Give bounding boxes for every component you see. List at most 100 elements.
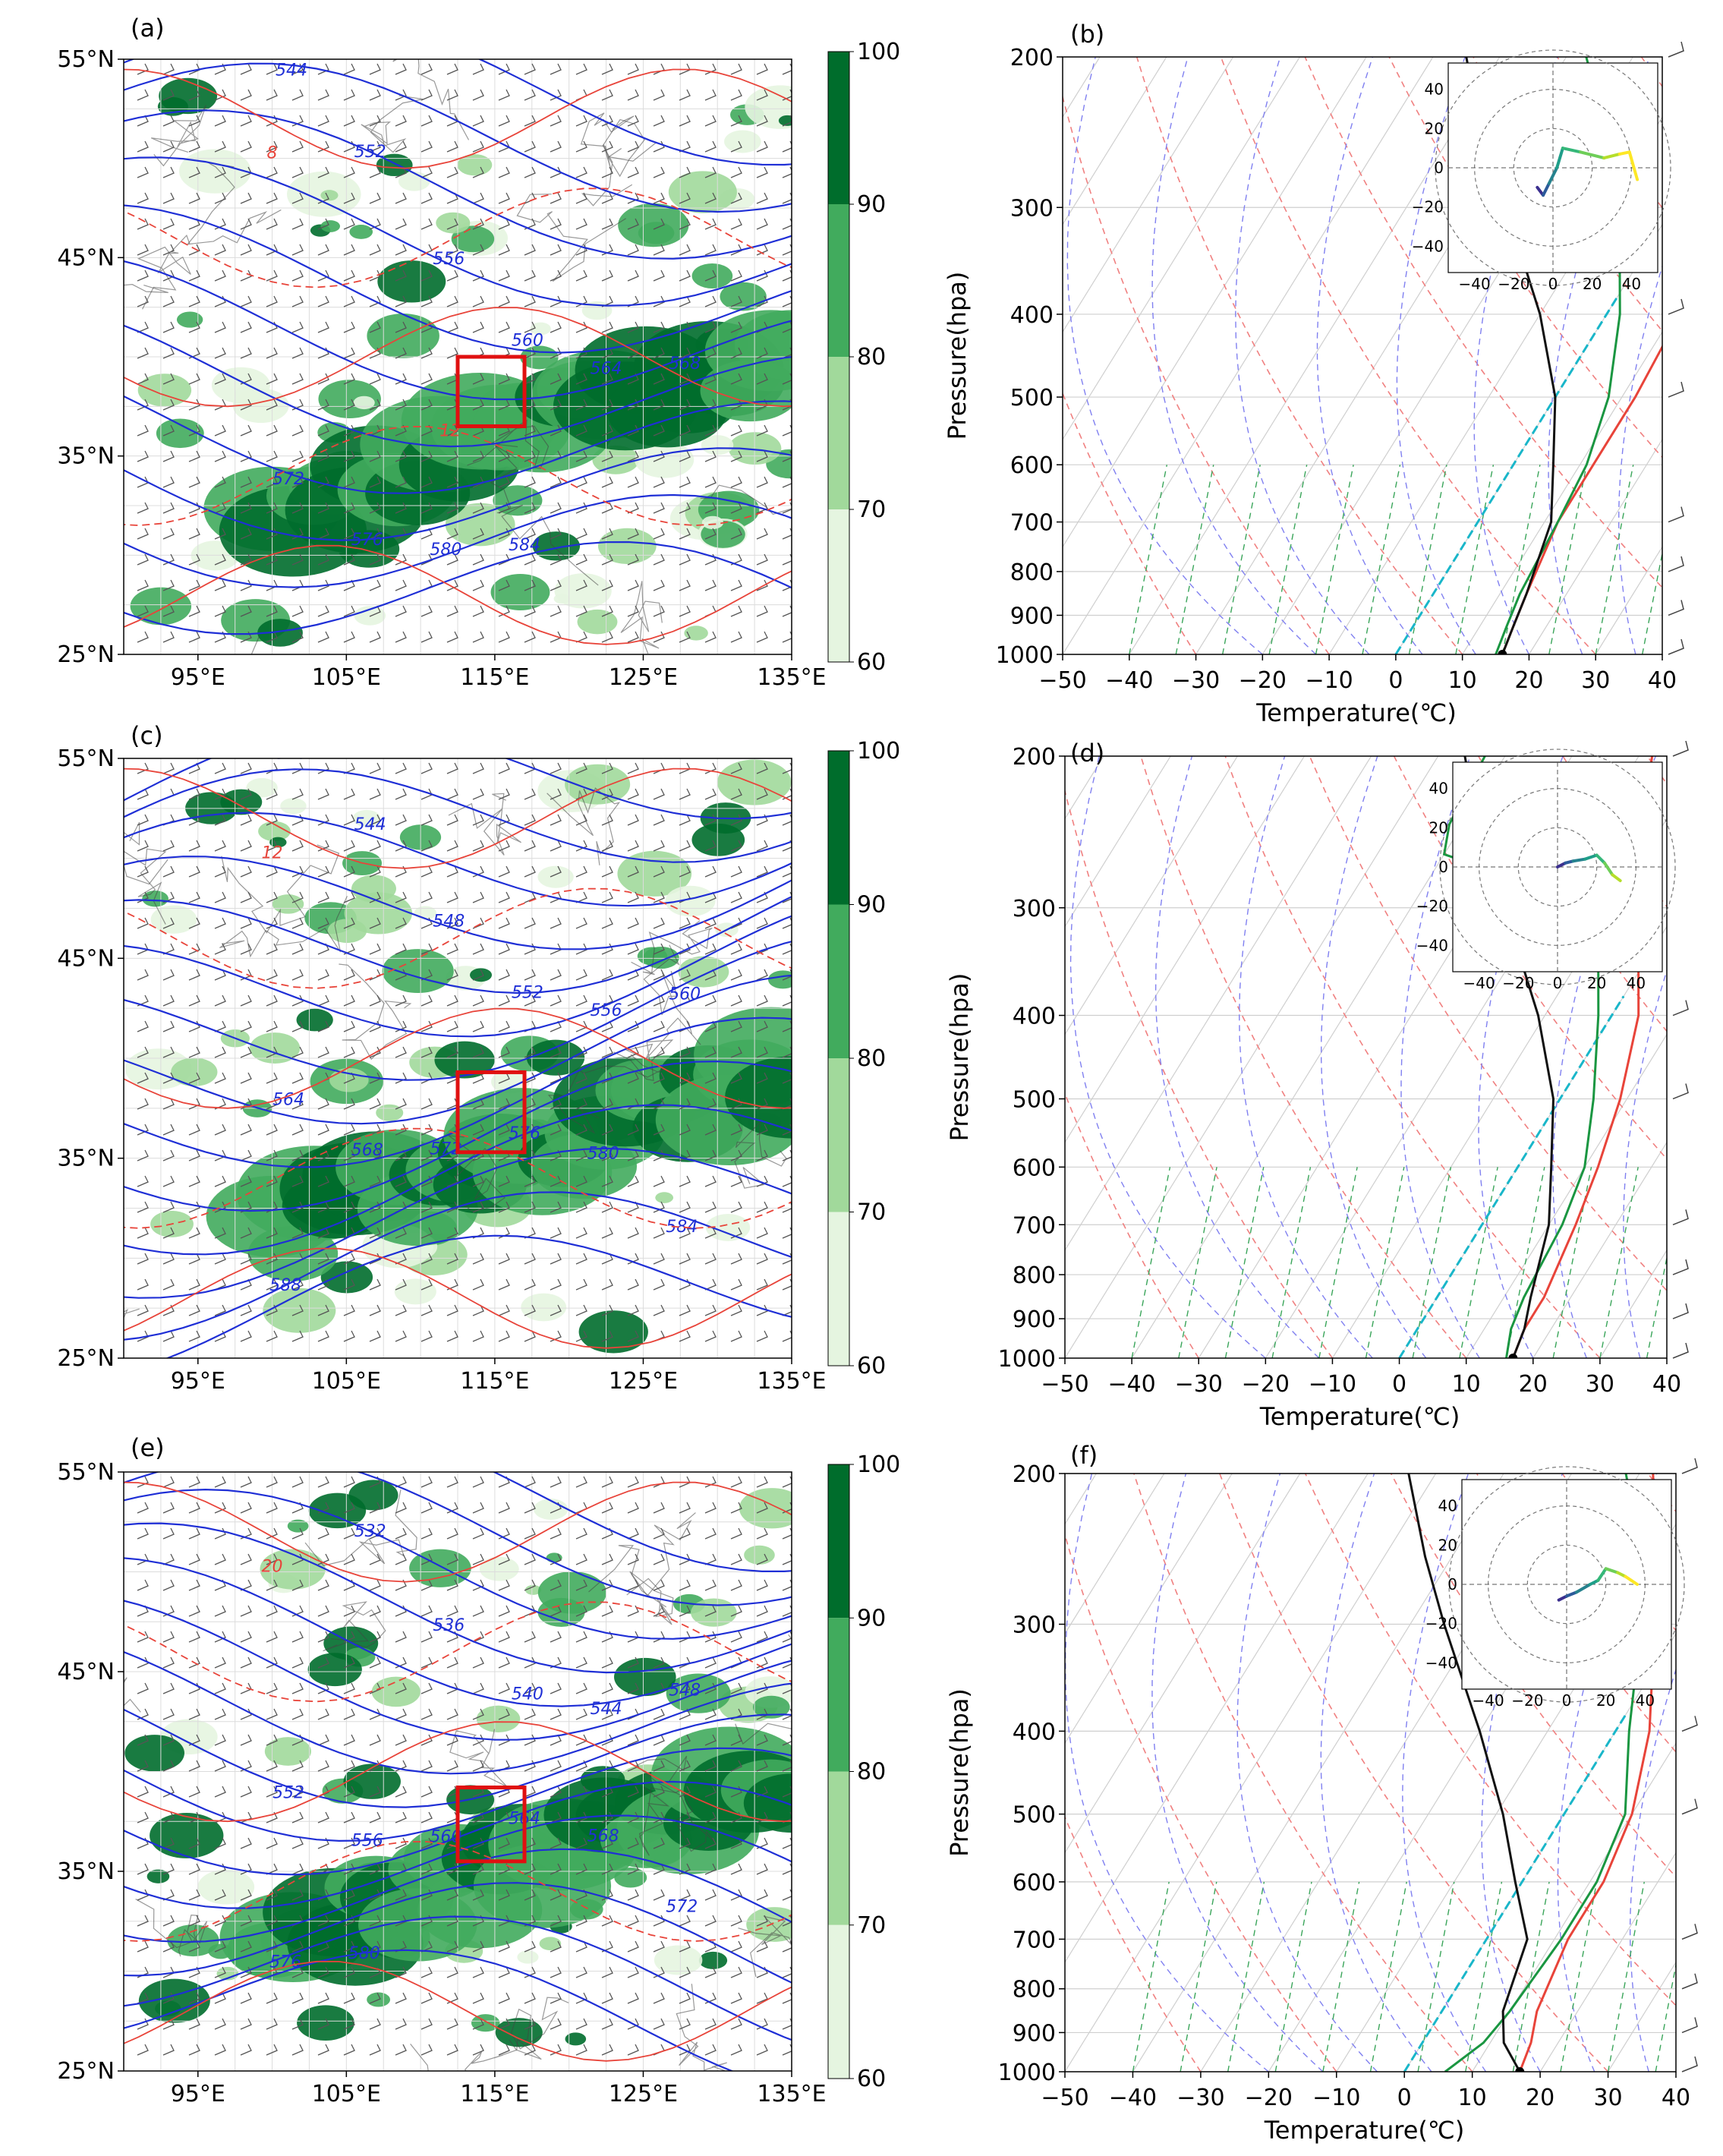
wind-barb <box>601 347 613 359</box>
wind-barb <box>756 840 768 852</box>
wind-barb <box>472 218 484 230</box>
wind-barb <box>679 1124 691 1136</box>
y-tick-label: 55°N <box>57 1459 115 1486</box>
wind-barb <box>240 1708 252 1720</box>
wind-barb <box>446 891 458 903</box>
wind-barb <box>524 321 536 333</box>
wind-barb <box>369 140 381 153</box>
wind-barb <box>653 943 665 955</box>
moist-adiabat <box>1617 264 1662 654</box>
wind-barb <box>162 528 175 540</box>
wind-barb <box>550 1734 562 1746</box>
wind-barb <box>756 166 768 178</box>
wind-barb <box>498 917 510 929</box>
hodograph-y-tick-label: 40 <box>1429 780 1448 798</box>
wind-barb <box>730 1072 742 1084</box>
moist-adiabat <box>1151 57 1317 654</box>
wind-barb <box>446 1201 458 1213</box>
wind-barb <box>343 917 355 929</box>
wind-barb <box>472 1631 484 1643</box>
wind-barb <box>679 450 691 462</box>
wind-barb <box>266 528 278 540</box>
wind-barb <box>704 891 717 903</box>
wind-barb <box>472 1020 484 1032</box>
wind-barb <box>240 476 252 488</box>
x-tick-label: −10 <box>1305 667 1353 694</box>
wind-barb <box>162 1656 175 1669</box>
wind-barb <box>446 424 458 437</box>
wind-barb <box>214 1966 226 1978</box>
wind-barb <box>730 115 742 127</box>
wind-barb <box>730 891 742 903</box>
wind-barb <box>446 1656 458 1669</box>
wind-barb <box>653 244 665 256</box>
y-tick-label: 900 <box>1013 2020 1056 2047</box>
wind-barb <box>317 115 329 127</box>
x-tick-label: 135°E <box>757 2081 826 2107</box>
wind-barb <box>266 63 278 75</box>
wind-barb <box>756 528 768 540</box>
isotherm <box>1472 1742 1676 2072</box>
wind-barb <box>266 2044 278 2056</box>
map-frame <box>123 758 792 1359</box>
hodograph-segment <box>1602 152 1621 160</box>
wind-barb <box>472 502 484 514</box>
wind-barb <box>266 891 278 903</box>
wind-barb <box>575 218 587 230</box>
wind-barb <box>575 424 587 437</box>
isotherm <box>1675 2070 1676 2072</box>
hodograph-y-tick-label: −40 <box>1416 936 1448 954</box>
wind-barb <box>550 1579 562 1591</box>
wind-barb <box>524 1579 536 1591</box>
boundary-line <box>137 234 191 310</box>
wind-barb <box>627 1330 639 1342</box>
wind-barb <box>240 1072 252 1084</box>
wind-barb <box>704 244 717 256</box>
wind-barb <box>627 788 639 800</box>
hodograph-segment <box>1574 1583 1592 1594</box>
wind-barb <box>188 1098 200 1110</box>
wind-barb <box>214 553 226 566</box>
wind-barb <box>704 1760 717 1772</box>
wind-barb <box>472 579 484 591</box>
wind-barb <box>704 424 717 437</box>
height-contour <box>124 1472 792 1606</box>
wind-barb <box>472 1656 484 1669</box>
wind-barb <box>395 192 407 204</box>
wind-barb <box>369 1253 381 1265</box>
wind-barb <box>704 1527 717 1540</box>
wind-barb <box>601 1605 613 1617</box>
wind-barb <box>524 631 536 643</box>
wind-barb <box>730 762 742 774</box>
temperature-contour <box>124 1960 792 2062</box>
x-tick-label: 30 <box>1586 1371 1614 1398</box>
wind-barb <box>343 528 355 540</box>
skewt-frame <box>1062 56 1663 655</box>
wind-barb <box>756 476 768 488</box>
wind-barb <box>601 218 613 230</box>
rh-shade <box>327 919 367 944</box>
mixing-ratio-line <box>1221 465 1261 654</box>
wind-barb <box>421 840 433 852</box>
wind-barb <box>679 1502 691 1514</box>
wind-barb <box>162 969 175 981</box>
wind-barb <box>601 166 613 178</box>
height-contour-label: 528 <box>276 1454 307 1473</box>
wind-barb <box>137 218 149 230</box>
wind-barb <box>395 89 407 101</box>
x-tick-label: −50 <box>1038 667 1086 694</box>
height-contour <box>124 974 792 1125</box>
wind-barb <box>756 244 768 256</box>
x-tick-label: 40 <box>1652 1371 1681 1398</box>
wind-barb <box>188 244 200 256</box>
wind-barb <box>627 1253 639 1265</box>
wind-barb <box>575 579 587 591</box>
wind-barb <box>369 1605 381 1617</box>
wind-barb <box>679 244 691 256</box>
hodograph-ring <box>1526 1544 1607 1625</box>
temperature-contour <box>124 1721 792 1823</box>
wind-barb <box>266 840 278 852</box>
hodograph-x-tick-label: −40 <box>1463 974 1495 992</box>
